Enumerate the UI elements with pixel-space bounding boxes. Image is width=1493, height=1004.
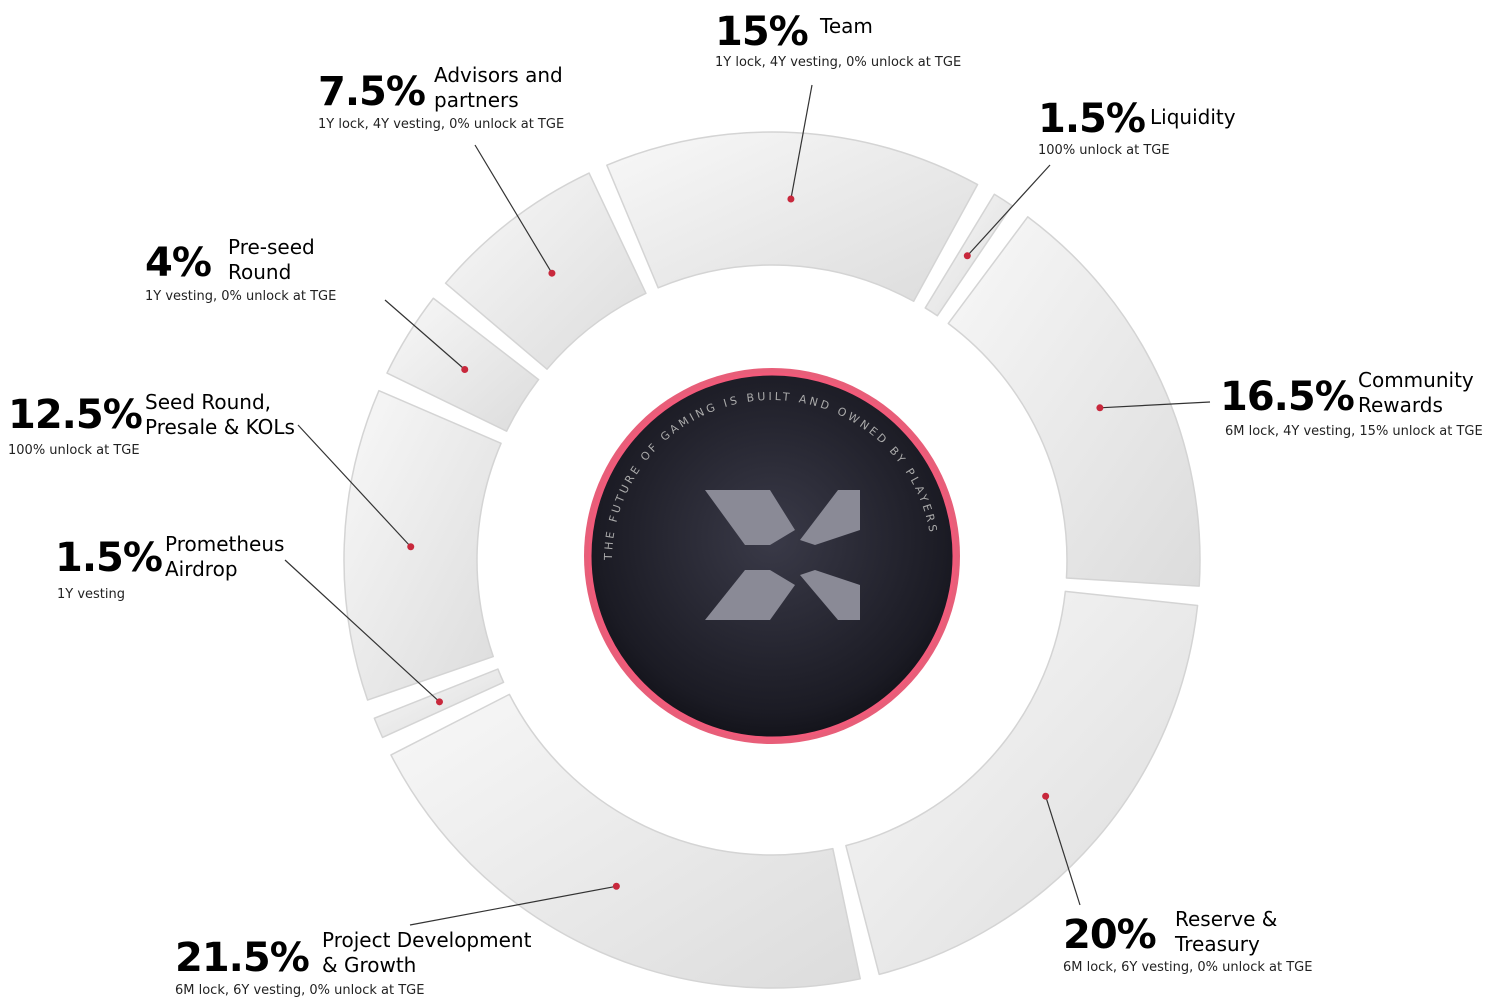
description: 6M lock, 4Y vesting, 15% unlock at TGE (1225, 424, 1483, 439)
leader-dot (787, 195, 794, 202)
leader-dot (1096, 404, 1103, 411)
category-label: Advisors and partners (434, 63, 584, 113)
description: 1Y lock, 4Y vesting, 0% unlock at TGE (715, 55, 961, 70)
coin: THE FUTURE OF GAMING IS BUILT AND OWNED … (584, 368, 960, 744)
value-label: 4% (145, 241, 211, 285)
segment (607, 132, 978, 301)
leader-dot (436, 698, 443, 705)
value-label: 20% (1063, 913, 1156, 957)
description: 6M lock, 6Y vesting, 0% unlock at TGE (175, 983, 424, 998)
coin-body (590, 374, 954, 738)
segment (948, 217, 1200, 586)
category-label: Project Development & Growth (322, 928, 552, 978)
category-label: Prometheus Airdrop (165, 532, 295, 582)
page: {"chart_data": { "type": "pie", "categor… (0, 0, 1493, 1004)
value-label: 1.5% (55, 536, 162, 580)
category-label: Reserve & Treasury (1175, 907, 1305, 957)
description: 1Y vesting, 0% unlock at TGE (145, 289, 336, 304)
category-label: Pre-seed Round (228, 235, 338, 285)
description: 100% unlock at TGE (1038, 143, 1170, 158)
leader-dot (613, 883, 620, 890)
segment (344, 391, 501, 700)
leader-dot (407, 543, 414, 550)
value-label: 15% (715, 10, 808, 54)
description: 1Y lock, 4Y vesting, 0% unlock at TGE (318, 117, 564, 132)
value-label: 1.5% (1038, 97, 1145, 141)
value-label: 21.5% (175, 936, 309, 980)
category-label: Team (820, 14, 940, 39)
leader-dot (548, 270, 555, 277)
value-label: 16.5% (1220, 375, 1354, 419)
category-label: Seed Round, Presale & KOLs (145, 390, 315, 440)
description: 1Y vesting (57, 587, 125, 602)
value-label: 7.5% (318, 70, 425, 114)
chart: THE FUTURE OF GAMING IS BUILT AND OWNED … (0, 0, 1493, 1004)
description: 6M lock, 6Y vesting, 0% unlock at TGE (1063, 960, 1312, 975)
leader-dot (461, 366, 468, 373)
description: 100% unlock at TGE (8, 443, 140, 458)
value-label: 12.5% (8, 393, 142, 437)
category-label: Liquidity (1150, 105, 1280, 130)
leader-dot (1042, 793, 1049, 800)
leader-dot (964, 252, 971, 259)
category-label: Community Rewards (1358, 368, 1488, 418)
